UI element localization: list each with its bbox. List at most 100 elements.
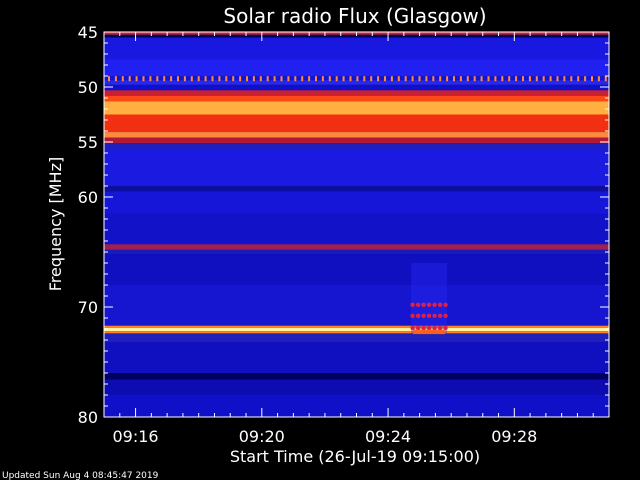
dot-mark	[459, 76, 462, 82]
dot-mark	[246, 76, 248, 82]
dot-mark	[239, 76, 242, 82]
burst-dot	[410, 313, 415, 318]
frequency-band	[104, 186, 609, 192]
burst-dot	[437, 325, 443, 331]
dot-mark	[411, 76, 414, 82]
dot-mark	[363, 76, 366, 82]
frequency-band	[104, 244, 609, 250]
dot-mark	[128, 76, 131, 82]
frequency-band	[104, 213, 609, 245]
y-tick-label: 55	[78, 133, 98, 152]
dot-mark	[384, 76, 386, 82]
frequency-band	[104, 395, 609, 417]
dot-mark	[397, 76, 400, 82]
dot-mark	[232, 76, 235, 82]
frequency-band	[104, 59, 609, 76]
dot-mark	[390, 76, 393, 82]
burst-dot	[415, 325, 421, 331]
frequency-band	[104, 331, 609, 334]
dot-mark	[163, 76, 166, 82]
dot-mark	[535, 76, 538, 82]
y-tick-label: 70	[78, 298, 98, 317]
burst-dot	[443, 302, 448, 307]
dot-mark	[453, 76, 455, 82]
dot-mark	[328, 76, 331, 82]
dot-mark	[342, 76, 345, 82]
frequency-band	[104, 148, 609, 186]
frequency-band	[104, 342, 609, 373]
burst-dot	[421, 313, 426, 318]
frequency-band	[104, 95, 609, 102]
dot-mark	[135, 76, 138, 82]
dot-mark	[604, 76, 607, 82]
dot-mark	[114, 76, 117, 82]
y-axis-ticks: 45 50 55 60 70 80	[78, 23, 609, 427]
burst-dot	[426, 302, 432, 307]
frequency-band	[104, 373, 609, 380]
burst-dot	[421, 302, 426, 307]
x-tick-label: 09:24	[365, 427, 411, 446]
x-tick-label: 09:16	[113, 427, 159, 446]
burst-feature	[410, 263, 448, 335]
dot-mark	[183, 76, 186, 82]
dot-mark	[377, 76, 380, 82]
dot-mark	[487, 76, 490, 82]
dot-mark	[356, 76, 359, 82]
dot-mark	[515, 76, 518, 82]
dot-mark	[108, 76, 110, 82]
frequency-band	[104, 325, 609, 328]
y-tick-label: 45	[78, 23, 98, 42]
dot-mark	[577, 76, 580, 82]
dot-mark	[494, 76, 497, 82]
frequency-band	[104, 84, 609, 91]
dot-mark	[439, 76, 442, 82]
dot-mark	[522, 76, 524, 82]
dotted-line-feature	[108, 76, 607, 82]
y-tick-label: 80	[78, 408, 98, 427]
frequency-band	[104, 137, 609, 144]
dot-mark	[259, 76, 262, 82]
dot-mark	[315, 76, 317, 82]
dot-mark	[597, 76, 600, 82]
frequency-band	[104, 327, 609, 332]
dot-mark	[156, 76, 159, 82]
dot-mark	[177, 76, 179, 82]
frequency-band	[104, 34, 609, 38]
dot-mark	[294, 76, 297, 82]
burst-dot	[432, 302, 437, 307]
burst-dot	[443, 313, 448, 318]
updated-timestamp: Updated Sun Aug 4 08:45:47 2019	[2, 471, 159, 480]
dot-mark	[273, 76, 276, 82]
plot-area	[104, 32, 609, 417]
frequency-band	[104, 90, 609, 96]
dot-mark	[225, 76, 228, 82]
x-tick-label: 09:28	[491, 427, 537, 446]
dot-mark	[287, 76, 290, 82]
burst-dot	[437, 313, 443, 318]
dot-mark	[121, 76, 124, 82]
dot-mark	[149, 76, 152, 82]
dot-mark	[570, 76, 573, 82]
burst-dot	[410, 302, 415, 307]
dot-mark	[549, 76, 552, 82]
dot-mark	[252, 76, 255, 82]
burst-dot	[410, 325, 415, 331]
x-axis-label: Start Time (26-Jul-19 09:15:00)	[230, 447, 480, 466]
burst-dot	[426, 325, 432, 331]
dot-mark	[556, 76, 559, 82]
x-axis-ticks: 09:16 09:20 09:24 09:28	[103, 32, 610, 446]
burst-dot	[437, 302, 443, 307]
dot-mark	[425, 76, 428, 82]
burst-dot	[415, 302, 421, 307]
dot-mark	[197, 76, 200, 82]
dot-mark	[301, 76, 304, 82]
chart-title: Solar radio Flux (Glasgow)	[223, 4, 486, 28]
frequency-band	[104, 249, 609, 255]
dot-mark	[542, 76, 545, 82]
dot-mark	[170, 76, 173, 82]
dot-mark	[142, 76, 145, 82]
dot-mark	[418, 76, 421, 82]
dot-mark	[211, 76, 214, 82]
x-tick-label: 09:20	[239, 427, 285, 446]
